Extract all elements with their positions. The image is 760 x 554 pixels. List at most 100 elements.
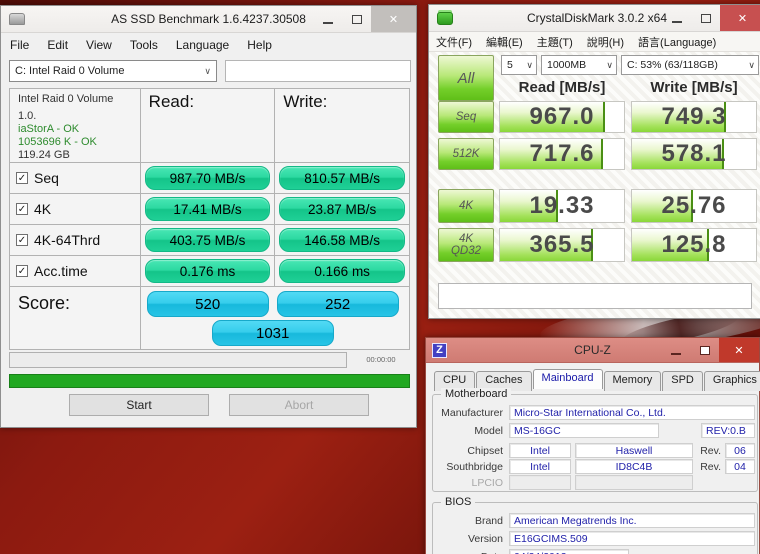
- 4k-qd32-write-bar: [632, 229, 709, 261]
- 512k-write-cell: 578.1: [631, 138, 757, 170]
- menu-help[interactable]: Help: [247, 37, 272, 52]
- seq-label: Seq: [34, 170, 59, 186]
- timer-text: 00:00:00: [366, 355, 396, 364]
- menu-theme-cn[interactable]: 主題(T): [536, 36, 573, 49]
- menu-tools[interactable]: Tools: [129, 37, 158, 52]
- read-column-header: Read:: [148, 92, 195, 111]
- cdm-close-button[interactable]: ✕: [720, 5, 760, 31]
- 512k-test-button[interactable]: 512K: [438, 138, 494, 170]
- menu-view[interactable]: View: [86, 37, 112, 52]
- cdm-titlebar[interactable]: CrystalDiskMark 3.0.2 x64 ✕: [429, 5, 760, 32]
- 512k-write-value: 578.1: [661, 140, 727, 167]
- 4k-test-button[interactable]: 4K: [438, 189, 494, 223]
- tab-memory[interactable]: Memory: [603, 371, 662, 391]
- drive-select-dropdown[interactable]: C: Intel Raid 0 Volume ∨: [9, 60, 217, 82]
- 4k64-read-result: 403.75 MB/s: [144, 228, 271, 252]
- 4k-qd32-read-cell: 365.5: [499, 228, 625, 262]
- menu-help-cn[interactable]: 說明(H): [586, 36, 625, 49]
- progress-bar: [9, 352, 347, 368]
- chevron-down-icon: ∨: [204, 65, 211, 76]
- acctime-checkbox[interactable]: ✓: [16, 265, 28, 277]
- menu-file-cn[interactable]: 文件(F): [436, 36, 473, 49]
- comment-box[interactable]: [438, 283, 752, 309]
- seq-read-value: 967.0: [529, 103, 595, 130]
- cdm-minimize-button[interactable]: [662, 5, 691, 31]
- 4k-qd32-read-value: 365.5: [529, 231, 595, 258]
- test-size-dropdown[interactable]: 1000MB ∨: [541, 55, 617, 75]
- cpuz-titlebar[interactable]: Z CPU-Z ✕: [426, 338, 759, 363]
- drive-version: 1.0.: [18, 110, 37, 122]
- chevron-down-icon: ∨: [526, 59, 533, 70]
- 512k-read-value: 717.6: [529, 140, 595, 167]
- crystaldiskmark-window: CrystalDiskMark 3.0.2 x64 ✕ 文件(F) 編輯(E) …: [428, 4, 760, 319]
- table-row-4k64: ✓ 4K-64Thrd 403.75 MB/s 146.58 MB/s: [10, 225, 409, 256]
- drive-dropdown[interactable]: C: 53% (63/118GB) ∨: [621, 55, 759, 75]
- drive-select-value: C: Intel Raid 0 Volume: [15, 65, 125, 77]
- as-ssd-titlebar[interactable]: AS SSD Benchmark 1.6.4237.30508 ✕: [1, 6, 416, 33]
- test-count-value: 5: [507, 59, 513, 71]
- abort-button[interactable]: Abort: [229, 394, 369, 416]
- tab-caches[interactable]: Caches: [476, 371, 532, 391]
- 4k-qd32-test-button[interactable]: 4K QD32: [438, 228, 494, 262]
- cpuz-minimize-button[interactable]: [661, 338, 690, 362]
- cpuz-close-button[interactable]: ✕: [719, 338, 759, 362]
- model-field: MS-16GC: [509, 423, 659, 438]
- lpcio-label: LPCIO: [471, 477, 503, 489]
- southbridge-rev-label: Rev.: [700, 461, 721, 473]
- drive-capacity: 119.24 GB: [18, 149, 70, 161]
- 4k-write-cell: 25.76: [631, 189, 757, 223]
- cdm-read-header: Read [MB/s]: [518, 79, 606, 96]
- menu-edit[interactable]: Edit: [47, 37, 69, 52]
- maximize-button[interactable]: [342, 6, 371, 32]
- seq-write-cell: 749.3: [631, 101, 757, 133]
- menu-edit-cn[interactable]: 編輯(E): [486, 36, 523, 49]
- seq-test-button[interactable]: Seq: [438, 101, 494, 133]
- seq-checkbox[interactable]: ✓: [16, 172, 28, 184]
- menu-language-cn[interactable]: 語言(Language): [638, 36, 717, 49]
- tab-spd[interactable]: SPD: [662, 371, 703, 391]
- close-button[interactable]: ✕: [371, 6, 416, 32]
- 512k-button-label: 512K: [452, 148, 480, 160]
- 4k64-checkbox[interactable]: ✓: [16, 234, 28, 246]
- chipset-rev-field: 06: [725, 443, 755, 458]
- tab-cpu[interactable]: CPU: [434, 371, 476, 391]
- all-test-button[interactable]: All: [438, 55, 494, 101]
- drive-driver-status: iaStorA - OK: [18, 123, 80, 135]
- maximize-icon: [700, 13, 711, 23]
- table-row-4k: ✓ 4K 17.41 MB/s 23.87 MB/s: [10, 194, 409, 225]
- cpuz-maximize-button[interactable]: [690, 338, 719, 362]
- bios-groupbox: BIOS Brand American Megatrends Inc. Vers…: [432, 496, 758, 554]
- acctime-write-result: 0.166 ms: [279, 259, 405, 283]
- maximize-icon: [699, 345, 710, 355]
- start-button[interactable]: Start: [69, 394, 209, 416]
- seq-write-bar: [632, 102, 727, 132]
- model-rev-field: REV:0.B: [701, 423, 755, 438]
- model-label: Model: [474, 425, 503, 437]
- southbridge-name-field: ID8C4B: [575, 459, 693, 474]
- tab-mainboard[interactable]: Mainboard: [532, 369, 603, 389]
- bios-date-field: 04/24/2013: [509, 549, 629, 554]
- maximize-icon: [351, 14, 362, 24]
- 4k-qd32-write-value: 125.8: [661, 231, 727, 258]
- test-count-dropdown[interactable]: 5 ∨: [501, 55, 537, 75]
- minimize-button[interactable]: [313, 6, 342, 32]
- menu-file[interactable]: File: [10, 37, 30, 52]
- 4k-button-label: 4K: [458, 200, 474, 212]
- menu-language[interactable]: Language: [175, 37, 230, 52]
- 4k-read-result: 17.41 MB/s: [144, 197, 271, 221]
- lpcio-name-field: [575, 475, 693, 490]
- lpcio-vendor-field: [509, 475, 571, 490]
- close-icon: ✕: [388, 13, 399, 26]
- cdm-app-icon: [437, 11, 453, 25]
- tab-graphics[interactable]: Graphics: [703, 371, 760, 391]
- cdm-menubar: 文件(F) 編輯(E) 主題(T) 說明(H) 語言(Language): [429, 32, 760, 52]
- cdm-maximize-button[interactable]: [691, 5, 720, 31]
- score-row: Score: 520 252 1031: [10, 287, 409, 349]
- motherboard-groupbox: Motherboard Manufacturer Micro-Star Inte…: [432, 388, 758, 492]
- cpuz-app-icon: Z: [432, 342, 447, 358]
- chevron-down-icon: ∨: [606, 59, 613, 70]
- southbridge-rev-field: 04: [725, 459, 755, 474]
- read-score-pill: 520: [146, 291, 269, 317]
- seq-button-label: Seq: [455, 111, 477, 123]
- 4k-checkbox[interactable]: ✓: [16, 203, 28, 215]
